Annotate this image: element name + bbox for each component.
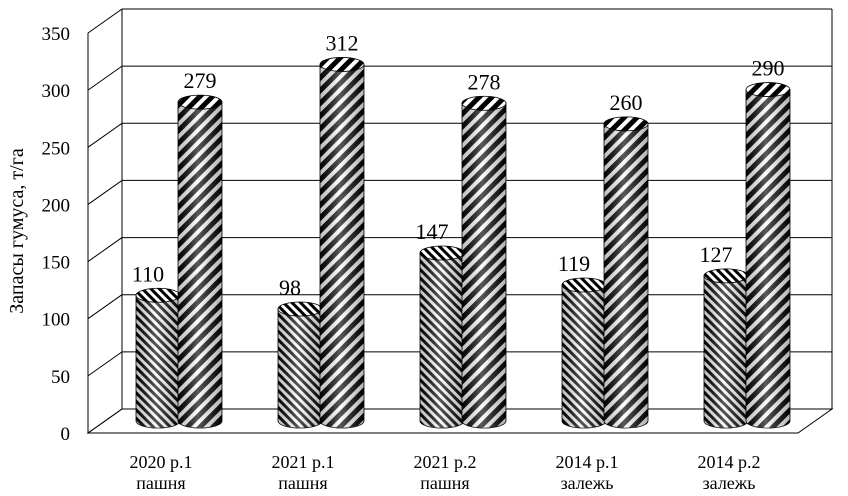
- bar: [703, 268, 749, 429]
- x-tick-label: залежь: [561, 473, 614, 491]
- bar-top: [703, 268, 749, 284]
- y-tick-label: 100: [42, 310, 71, 331]
- gridline-side: [87, 8, 123, 34]
- bar-shading: [462, 103, 506, 429]
- bar: [561, 277, 607, 429]
- x-tick-label: 2014 р.1: [556, 452, 619, 472]
- data-label: 119: [558, 251, 590, 276]
- bar-top: [419, 245, 465, 261]
- bar-top: [603, 116, 649, 132]
- data-label: 127: [700, 242, 733, 267]
- bar-shading: [178, 102, 222, 429]
- gridline-side: [87, 65, 123, 91]
- gridline-side: [87, 180, 123, 205]
- data-label: 312: [326, 30, 359, 55]
- y-tick-label: 350: [42, 24, 71, 45]
- bar: [603, 116, 649, 429]
- bar-shading: [420, 253, 464, 428]
- bar-shading: [562, 285, 606, 428]
- gridline-side: [87, 351, 123, 377]
- bar: [135, 287, 181, 429]
- y-axis: 0 50 100 150 200 250 300 350: [42, 24, 71, 445]
- data-label: 98: [279, 275, 301, 300]
- bar: [419, 245, 465, 429]
- x-tick-label: пашня: [136, 473, 185, 491]
- bar-top: [135, 287, 181, 303]
- bar-top: [561, 277, 607, 293]
- bar-shading: [136, 295, 180, 428]
- y-tick-label: 250: [42, 138, 71, 159]
- gridline-side: [87, 408, 123, 434]
- bar: [461, 95, 507, 429]
- data-label: 110: [132, 261, 164, 286]
- data-label: 278: [468, 69, 501, 94]
- bars: 110 279 98 312 147 278 119 260 127 290: [132, 30, 791, 429]
- x-tick-label: 2014 р.2: [698, 452, 761, 472]
- data-label: 290: [752, 56, 785, 81]
- bar-shading: [278, 309, 322, 428]
- y-axis-title: Запасы гумуса, т/га: [6, 148, 28, 314]
- bar-top: [319, 57, 365, 72]
- data-label: 147: [416, 219, 449, 244]
- bar-shading: [704, 275, 748, 428]
- bar: [277, 301, 323, 429]
- x-tick-label: 2021 р.1: [272, 452, 335, 472]
- y-tick-label: 150: [42, 253, 71, 274]
- bar: [745, 82, 791, 429]
- x-tick-label: залежь: [703, 473, 756, 491]
- bar-top: [461, 95, 507, 111]
- x-tick-label: 2020 р.1: [130, 452, 193, 472]
- gridline-side: [87, 122, 123, 148]
- bar: [319, 57, 365, 429]
- y-tick-label: 200: [42, 195, 71, 216]
- bar-shading: [746, 89, 790, 429]
- bar-top: [277, 301, 323, 317]
- x-tick-label: 2021 р.2: [414, 452, 477, 472]
- bar: [177, 94, 223, 429]
- data-label: 260: [610, 90, 643, 115]
- x-tick-label: пашня: [278, 473, 327, 491]
- bar-shading: [320, 64, 364, 428]
- gridline-side: [87, 237, 123, 262]
- bar-top: [745, 82, 791, 97]
- bar-shading: [604, 123, 648, 428]
- data-label: 279: [184, 68, 217, 93]
- y-tick-label: 0: [61, 424, 71, 445]
- x-tick-label: пашня: [420, 473, 469, 491]
- y-tick-label: 300: [42, 81, 71, 102]
- bar-top: [177, 94, 223, 110]
- y-tick-label: 50: [51, 367, 70, 388]
- gridline-side: [87, 294, 123, 320]
